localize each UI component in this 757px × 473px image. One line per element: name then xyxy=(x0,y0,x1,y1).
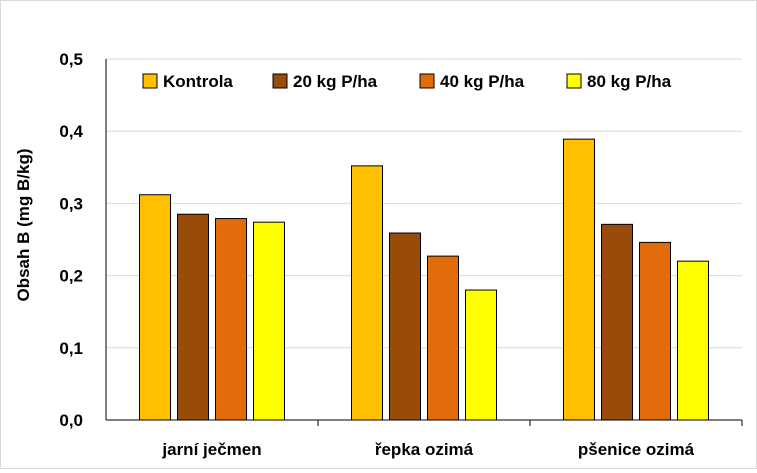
y-tick-label: 0,3 xyxy=(59,194,83,213)
legend-swatch xyxy=(566,73,582,89)
bar xyxy=(139,194,171,421)
y-tick-label: 0,0 xyxy=(59,411,83,430)
legend-label: 80 kg P/ha xyxy=(587,72,672,91)
bar xyxy=(427,255,459,421)
bar xyxy=(351,165,383,421)
bar xyxy=(639,241,671,421)
legend: Kontrola 20 kg P/ha 40 kg P/ha 80 kg P/ha xyxy=(142,72,672,91)
legend-swatch xyxy=(142,73,158,89)
bar xyxy=(177,213,209,421)
x-tick-labels: jarní ječmen řepka ozimá pšenice ozimá xyxy=(161,440,694,459)
legend-swatch xyxy=(272,73,288,89)
x-tick-label: jarní ječmen xyxy=(161,440,261,459)
bar xyxy=(389,232,421,421)
bar xyxy=(253,221,285,421)
gridlines xyxy=(106,58,742,349)
y-axis-label: Obsah B (mg B/kg) xyxy=(14,148,33,301)
x-tick-label: řepka ozimá xyxy=(375,440,474,459)
y-tick-label: 0,2 xyxy=(59,267,83,286)
x-tick-label: pšenice ozimá xyxy=(578,440,695,459)
bar xyxy=(215,218,247,421)
y-tick-label: 0,1 xyxy=(59,339,83,358)
legend-item: 40 kg P/ha xyxy=(419,72,525,91)
legend-label: 40 kg P/ha xyxy=(440,72,525,91)
legend-label: Kontrola xyxy=(163,72,233,91)
bar xyxy=(677,260,709,421)
y-tick-label: 0,4 xyxy=(59,122,83,141)
legend-label: 20 kg P/ha xyxy=(293,72,378,91)
bar xyxy=(563,138,595,421)
legend-swatch xyxy=(419,73,435,89)
legend-item: 80 kg P/ha xyxy=(566,72,672,91)
y-tick-label: 0,5 xyxy=(59,50,83,69)
y-tick-labels: 0,0 0,1 0,2 0,3 0,4 0,5 xyxy=(59,50,83,430)
bars xyxy=(139,138,709,421)
bar xyxy=(601,223,633,421)
legend-item: 20 kg P/ha xyxy=(272,72,378,91)
bar xyxy=(465,289,497,421)
axes xyxy=(105,59,743,426)
legend-item: Kontrola xyxy=(142,72,233,91)
